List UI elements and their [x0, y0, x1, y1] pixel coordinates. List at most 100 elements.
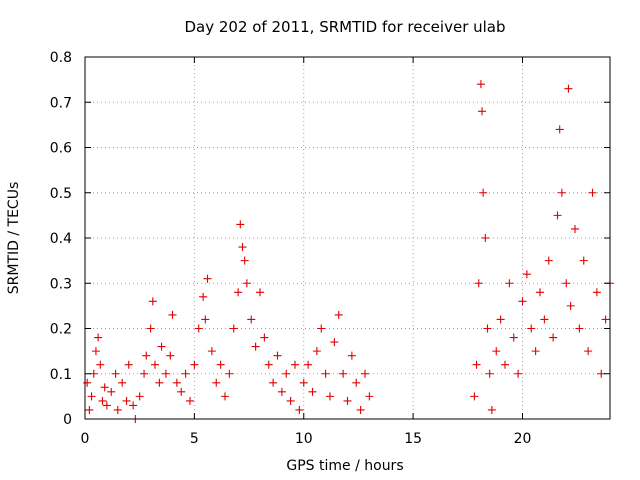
data-point [479, 188, 488, 197]
data-point [321, 369, 330, 378]
data-point [555, 125, 564, 134]
data-point [269, 378, 278, 387]
data-point [330, 338, 339, 347]
data-point [531, 347, 540, 356]
data-point [113, 405, 122, 414]
data-points [83, 80, 614, 423]
y-tick-label: 0.1 [50, 367, 72, 383]
x-tick-label: 5 [190, 431, 199, 447]
y-axis-ticks: 0 0.1 0.2 0.3 0.4 0.5 0.6 0.7 0.8 [50, 50, 610, 428]
data-point [540, 315, 549, 324]
x-tick-label: 0 [81, 431, 90, 447]
data-point [352, 378, 361, 387]
data-point [83, 378, 92, 387]
data-point [575, 324, 584, 333]
data-point [487, 405, 496, 414]
y-tick-label: 0.8 [50, 50, 72, 66]
data-point [483, 324, 492, 333]
data-point [597, 369, 606, 378]
data-point [146, 324, 155, 333]
data-point [140, 369, 149, 378]
data-point [124, 360, 133, 369]
data-point [592, 288, 601, 297]
data-point [118, 378, 127, 387]
data-point [518, 297, 527, 306]
data-point [474, 279, 483, 288]
data-point [94, 333, 103, 342]
data-point [584, 347, 593, 356]
data-point [282, 369, 291, 378]
data-point [107, 387, 116, 396]
data-point [304, 360, 313, 369]
y-tick-label: 0.7 [50, 95, 72, 111]
data-point [527, 324, 536, 333]
x-tick-label: 10 [295, 431, 313, 447]
x-axis-ticks: 0 5 10 15 20 [81, 57, 532, 447]
data-point [89, 369, 98, 378]
data-point [312, 347, 321, 356]
chart-title: Day 202 of 2011, SRMTID for receiver ula… [184, 18, 505, 36]
data-point [207, 347, 216, 356]
data-point [522, 270, 531, 279]
data-point [96, 360, 105, 369]
data-point [286, 396, 295, 405]
data-point [216, 360, 225, 369]
data-point [505, 279, 514, 288]
data-point [299, 378, 308, 387]
y-tick-label: 0.4 [50, 231, 72, 247]
data-point [273, 351, 282, 360]
y-tick-label: 0.5 [50, 186, 72, 202]
data-point [111, 369, 120, 378]
data-point [544, 256, 553, 265]
data-point [157, 342, 166, 351]
data-point [601, 315, 610, 324]
data-point [476, 80, 485, 89]
data-point [496, 315, 505, 324]
data-point [166, 351, 175, 360]
data-point [334, 310, 343, 319]
plot-frame [84, 56, 611, 420]
x-tick-label: 20 [514, 431, 532, 447]
data-point [91, 347, 100, 356]
data-point [264, 360, 273, 369]
data-point [87, 392, 96, 401]
data-point [579, 256, 588, 265]
data-point [190, 360, 199, 369]
data-point [242, 279, 251, 288]
data-point [172, 378, 181, 387]
data-point [557, 188, 566, 197]
data-point [203, 274, 212, 283]
data-point [161, 369, 170, 378]
data-point [326, 392, 334, 401]
data-point [566, 301, 575, 310]
data-point [308, 387, 317, 396]
y-tick-label: 0.3 [50, 276, 72, 292]
data-point [549, 333, 558, 342]
data-point [492, 347, 501, 356]
data-point [343, 396, 352, 405]
data-point [588, 188, 597, 197]
data-point [135, 392, 144, 401]
data-point [177, 387, 186, 396]
data-point [295, 405, 304, 414]
data-point [194, 324, 203, 333]
x-axis-label: GPS time / hours [286, 458, 403, 474]
data-point [234, 288, 243, 297]
y-tick-label: 0 [63, 412, 72, 428]
data-point [100, 383, 109, 392]
data-point [256, 288, 264, 297]
y-tick-label: 0.2 [50, 322, 72, 338]
data-point [151, 360, 159, 369]
data-point [564, 84, 573, 93]
data-point [481, 234, 490, 242]
data-point [472, 360, 481, 369]
data-point [251, 342, 260, 351]
data-point [85, 405, 94, 414]
data-point [260, 333, 269, 342]
data-point [102, 401, 111, 410]
data-point [129, 401, 138, 410]
data-point [168, 310, 177, 319]
data-point [347, 351, 356, 360]
data-point [212, 378, 221, 387]
data-point [571, 224, 579, 233]
